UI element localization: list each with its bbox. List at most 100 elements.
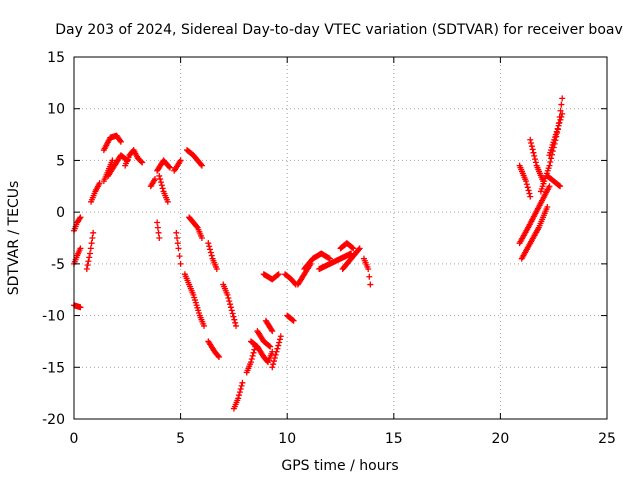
data-point xyxy=(558,113,565,120)
data-point xyxy=(547,158,554,165)
data-point xyxy=(271,354,278,361)
data-point xyxy=(557,183,564,190)
data-point xyxy=(138,158,145,165)
data-point xyxy=(235,395,242,402)
data-point xyxy=(250,349,257,356)
data-point xyxy=(270,358,277,365)
data-point xyxy=(526,190,533,197)
x-axis-label: GPS time / hours xyxy=(281,458,398,474)
data-point xyxy=(86,250,93,257)
data-point xyxy=(229,310,236,317)
data-point xyxy=(355,246,362,253)
data-point xyxy=(532,156,539,163)
data-point xyxy=(266,342,273,349)
data-point xyxy=(272,351,279,358)
data-point xyxy=(85,258,92,265)
data-point xyxy=(166,164,173,171)
data-point xyxy=(208,252,215,259)
data-point xyxy=(274,271,281,278)
data-point xyxy=(176,253,183,260)
data-point xyxy=(249,352,256,359)
data-point xyxy=(154,224,161,231)
data-point xyxy=(174,240,181,247)
data-point xyxy=(157,179,164,186)
y-tick-label: -5 xyxy=(51,257,65,273)
data-point xyxy=(201,322,208,329)
data-point xyxy=(226,298,233,305)
y-tick-label: -20 xyxy=(42,412,65,428)
data-point xyxy=(117,138,124,145)
x-tick-label: 25 xyxy=(598,431,616,447)
data-point xyxy=(152,176,159,183)
data-point xyxy=(83,266,90,273)
data-point xyxy=(236,389,243,396)
data-point xyxy=(205,240,212,247)
y-tick-label: 10 xyxy=(47,102,65,118)
data-point xyxy=(237,386,244,393)
data-point xyxy=(349,244,356,251)
data-point xyxy=(109,157,116,164)
data-point xyxy=(198,161,205,168)
data-point xyxy=(227,301,234,308)
axis-ticks: 0 5 10 15 20 25 -20 -15 -10 -5 0 5 10 15 xyxy=(42,50,616,447)
data-point xyxy=(198,235,205,241)
data-point xyxy=(77,304,84,311)
data-point xyxy=(273,348,280,355)
data-point xyxy=(173,229,180,236)
data-point xyxy=(84,262,91,269)
data-point xyxy=(215,353,222,360)
y-tick-label: -15 xyxy=(42,360,65,376)
data-point xyxy=(276,336,283,343)
data-point xyxy=(77,214,84,221)
data-point xyxy=(206,243,213,250)
data-point xyxy=(236,392,243,399)
data-points xyxy=(71,95,566,412)
data-point xyxy=(557,107,564,114)
data-point xyxy=(207,246,214,253)
data-point xyxy=(232,319,239,326)
data-point xyxy=(238,382,245,389)
data-point xyxy=(267,343,274,350)
data-point xyxy=(175,245,182,252)
data-point xyxy=(269,328,276,335)
data-point xyxy=(274,345,281,352)
x-tick-label: 5 xyxy=(176,431,185,447)
data-point xyxy=(530,149,537,156)
data-point xyxy=(350,245,357,252)
data-point xyxy=(277,333,284,340)
data-point xyxy=(527,136,534,143)
data-point xyxy=(532,159,539,166)
data-point xyxy=(248,356,255,363)
data-point xyxy=(528,139,535,146)
data-point xyxy=(156,235,163,241)
data-point xyxy=(198,162,205,169)
data-point xyxy=(275,271,282,278)
data-point xyxy=(89,235,96,241)
data-point xyxy=(558,101,565,108)
data-point xyxy=(159,185,166,192)
data-point xyxy=(224,291,231,298)
data-point xyxy=(522,178,529,185)
data-point xyxy=(158,182,165,189)
data-point xyxy=(239,379,246,386)
data-point xyxy=(233,322,240,329)
data-point xyxy=(531,152,538,159)
data-point xyxy=(177,260,184,267)
data-point xyxy=(247,359,254,366)
y-tick-label: -10 xyxy=(42,309,65,325)
data-point xyxy=(275,342,282,349)
data-point xyxy=(268,326,275,333)
data-point xyxy=(139,159,146,166)
data-point xyxy=(554,125,561,132)
data-point xyxy=(552,131,559,138)
data-point xyxy=(207,249,214,256)
data-point xyxy=(356,245,363,252)
x-tick-label: 15 xyxy=(385,431,403,447)
data-point xyxy=(559,110,566,117)
data-point xyxy=(157,176,164,183)
data-point xyxy=(77,245,84,252)
data-point xyxy=(87,245,94,252)
data-point xyxy=(555,122,562,129)
data-point xyxy=(546,162,553,169)
